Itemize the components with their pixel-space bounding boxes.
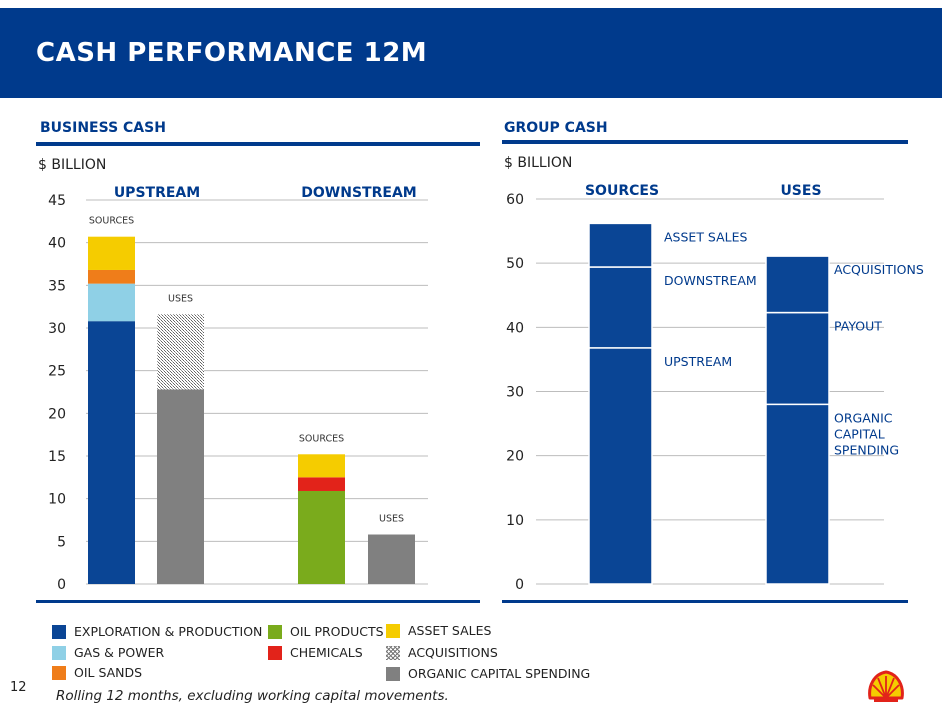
y-tick-label: 0 [57,577,66,593]
y-tick-label: 45 [48,193,66,209]
legend-label: EXPLORATION & PRODUCTION [74,624,263,639]
y-tick-label: 30 [48,321,66,337]
bar-segment [88,269,135,284]
legend-label: GAS & POWER [74,645,165,660]
group-cash-bottom-rule [502,600,908,603]
group-cash-unit: $ BILLION [504,155,573,171]
legend-label: ASSET SALES [408,623,492,638]
bar-segment [765,403,830,585]
bar-segment [88,321,135,584]
business-cash-bottom-rule [36,600,480,603]
page-number: 12 [10,680,27,695]
group-cash-rule [502,140,908,144]
business-cash-rule [36,142,480,146]
segment-label: ASSET SALES [664,229,748,244]
y-tick-label: 20 [506,449,524,465]
bar-segment [588,222,653,268]
legend-swatch [386,667,400,681]
legend-label: ORGANIC CAPITAL SPENDING [408,666,591,681]
legend-swatch [52,646,66,660]
legend-label: ACQUISITIONS [408,645,498,660]
y-tick-label: 20 [48,406,66,422]
bar-segment [88,283,135,322]
segment-label: CAPITAL [834,426,885,441]
bar-label: USES [780,183,821,199]
segment-label: ACQUISITIONS [834,262,924,277]
bar-label: USES [168,293,193,304]
y-tick-label: 40 [48,236,66,252]
business-cash-title: BUSINESS CASH [40,120,166,136]
y-tick-label: 10 [48,492,66,508]
group-label: UPSTREAM [114,185,200,201]
bar-segment [368,534,415,584]
segment-label: PAYOUT [834,319,882,334]
bar-label: SOURCES [585,183,659,199]
bar-segment [157,389,204,584]
y-tick-label: 50 [506,256,524,272]
bar-segment [588,347,653,585]
y-tick-label: 5 [57,534,66,550]
legend-swatch [52,666,66,680]
bar-segment [298,490,345,584]
segment-label: DOWNSTREAM [664,273,757,288]
legend-label: CHEMICALS [290,645,363,660]
bar-segment [298,477,345,491]
group-cash-title: GROUP CASH [504,120,608,136]
group-label: DOWNSTREAM [301,185,416,201]
legend-label: OIL PRODUCTS [290,624,384,639]
bar-segment [765,311,830,406]
shell-pecten-icon [868,670,904,702]
bar-segment [88,236,135,270]
y-tick-label: 15 [48,449,66,465]
segment-label: UPSTREAM [664,354,732,369]
y-tick-label: 60 [506,192,524,208]
bar-segment [157,314,204,390]
bar-segment [588,266,653,349]
y-tick-label: 10 [506,513,524,529]
y-tick-label: 25 [48,364,66,380]
bar-label: SOURCES [299,433,344,444]
bar-label: SOURCES [89,216,134,227]
legend-swatch [386,624,400,638]
y-tick-label: 0 [515,577,524,593]
title-banner: CASH PERFORMANCE 12M [0,8,942,98]
legend-swatch [268,646,282,660]
y-tick-label: 30 [506,385,524,401]
legend-swatch [268,625,282,639]
footnote: Rolling 12 months, excluding working cap… [56,688,449,704]
y-tick-label: 40 [506,320,524,336]
page-title: CASH PERFORMANCE 12M [36,38,428,68]
bar-segment [298,454,345,478]
bar-segment [765,255,830,314]
legend-swatch [386,646,400,660]
business-cash-unit: $ BILLION [38,157,107,173]
segment-label: ORGANIC [834,410,893,425]
legend-label: OIL SANDS [74,665,143,680]
y-tick-label: 35 [48,278,66,294]
legend-swatch [52,625,66,639]
bar-label: USES [379,514,404,525]
segment-label: SPENDING [834,442,899,457]
